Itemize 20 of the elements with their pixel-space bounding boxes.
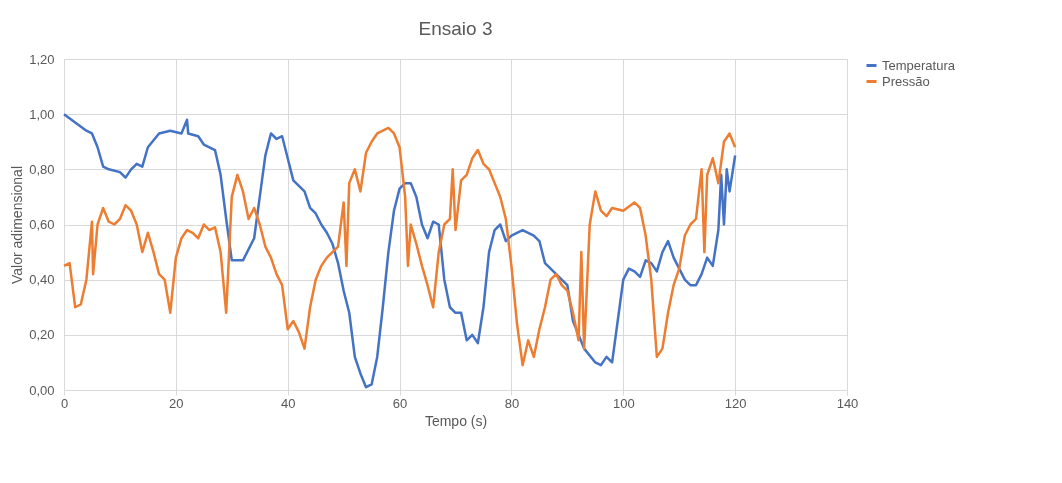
x-axis-title: Tempo (s) bbox=[424, 412, 488, 429]
x-tick-label: 100 bbox=[612, 395, 635, 411]
x-tick-label: 20 bbox=[169, 395, 184, 411]
y-tick-label: 0,40 bbox=[29, 272, 55, 288]
x-tick-label: 0 bbox=[60, 395, 69, 411]
legend-label: Temperatura bbox=[882, 57, 956, 73]
y-tick-label: 1,20 bbox=[29, 51, 55, 67]
legend-label: Pressão bbox=[882, 73, 930, 89]
y-tick-label: 0,80 bbox=[29, 161, 55, 177]
x-tick-label: 120 bbox=[724, 395, 747, 411]
x-tick-label: 60 bbox=[392, 395, 408, 411]
x-tick-label: 40 bbox=[280, 395, 296, 411]
y-tick-label: 0,60 bbox=[29, 217, 55, 232]
x-tick-label: 140 bbox=[836, 395, 859, 411]
y-axis-title: Valor adimensional bbox=[9, 165, 26, 285]
y-tick-label: 1,00 bbox=[29, 106, 55, 122]
chart-title: Ensaio 3 bbox=[418, 18, 493, 39]
x-tick-label: 80 bbox=[504, 395, 520, 411]
y-tick-label: 0,20 bbox=[29, 327, 55, 343]
y-tick-label: 0,00 bbox=[29, 382, 55, 398]
